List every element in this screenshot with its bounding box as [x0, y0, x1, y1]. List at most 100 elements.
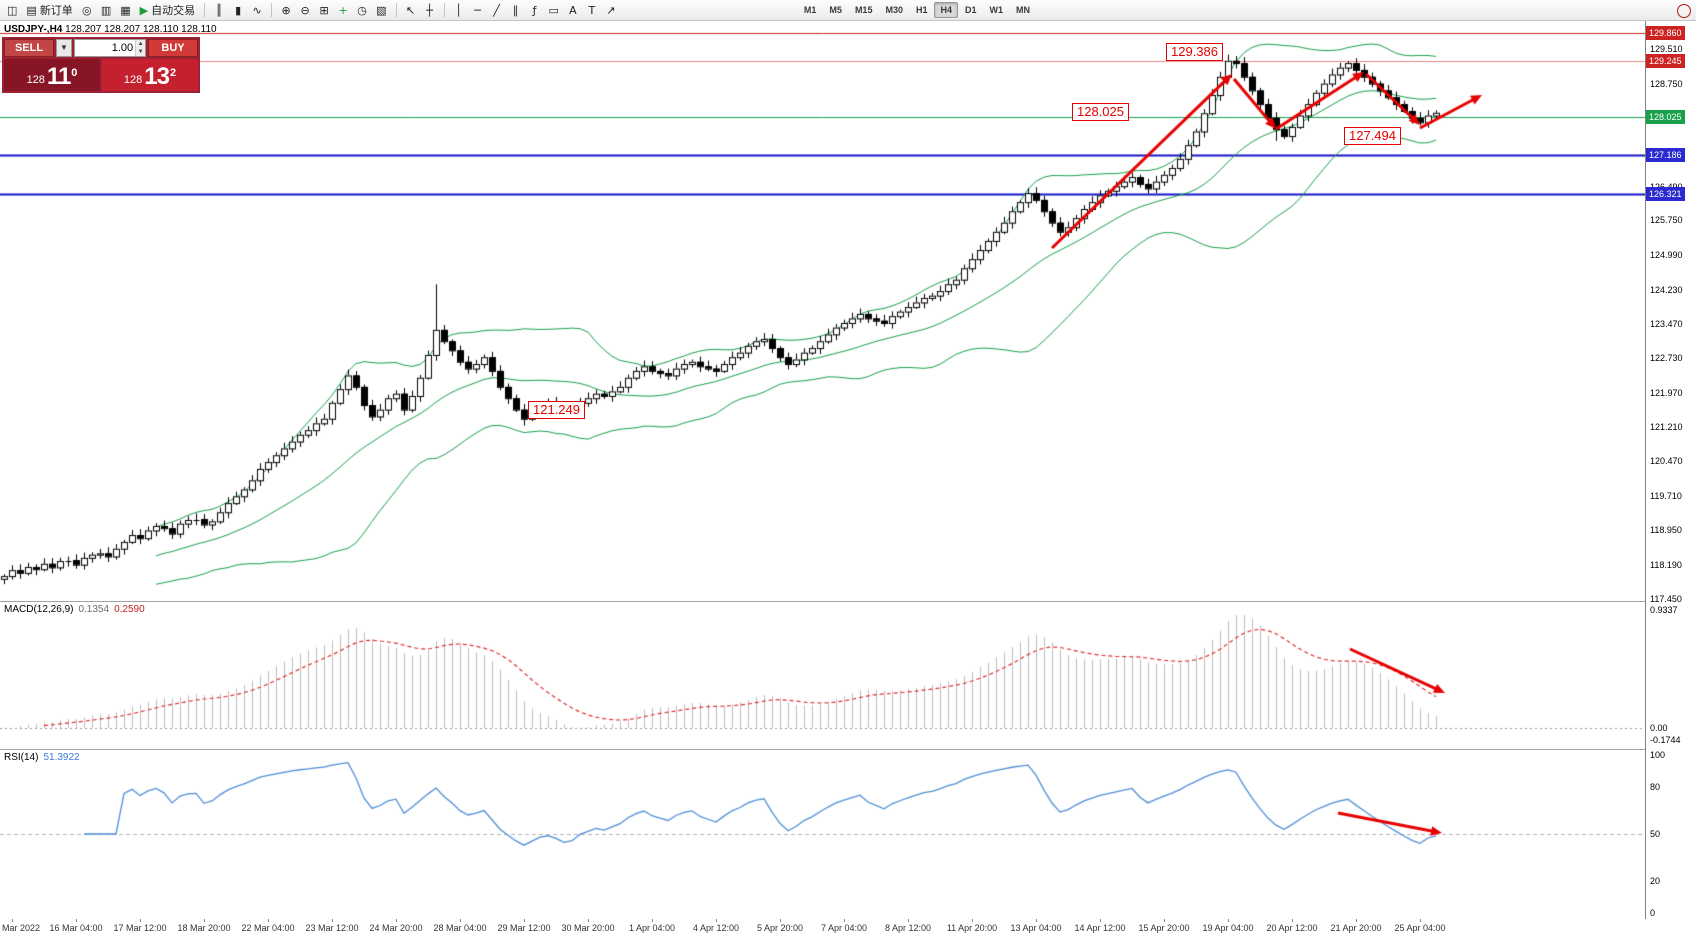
chart-window-icon[interactable]: ◫: [3, 2, 21, 19]
macd-indicator-canvas[interactable]: [0, 601, 1645, 749]
time-label: 28 Mar 04:00: [433, 923, 487, 933]
line-chart-icon[interactable]: ∿: [248, 2, 266, 19]
zoom-in-icon[interactable]: ⊕: [277, 2, 295, 19]
time-axis-tick: [460, 919, 461, 922]
horizontal-line-icon[interactable]: ─: [469, 2, 487, 19]
crosshair-icon[interactable]: ┼: [421, 2, 439, 19]
axis-tick-label: 124.990: [1650, 250, 1683, 261]
candlestick-chart-icon[interactable]: ▮: [229, 2, 247, 19]
arrows-tool-icon: ↗: [606, 3, 616, 17]
time-axis-tick: [1420, 919, 1421, 922]
timeframe-toolbar: M1 M5 M15 M30 H1 H4 D1 W1 MN: [798, 2, 1036, 18]
text-icon: A: [569, 3, 577, 17]
ohlc-values: 128.207 128.207 128.110 128.110: [65, 24, 217, 35]
axis-tick-label: 119.710: [1650, 490, 1682, 501]
equidistant-channel-icon[interactable]: ∥: [507, 2, 525, 19]
time-axis-tick: [204, 919, 205, 922]
cursor-icon: ↖: [405, 3, 416, 17]
vertical-line-icon[interactable]: │: [450, 2, 468, 19]
time-label: 13 Apr 04:00: [1010, 923, 1062, 933]
timeframe-h4[interactable]: H4: [934, 2, 958, 18]
macd-signal-value: 0.2590: [114, 604, 145, 615]
trade-options-dropdown[interactable]: ▼: [56, 39, 72, 57]
timeframe-m15[interactable]: M15: [849, 2, 879, 18]
volume-down-button[interactable]: ▼: [137, 49, 144, 55]
buy-button[interactable]: BUY: [148, 39, 198, 57]
toolbar-buttons: ◫ ▤ 新订单 ◎ ▥ ▦ ▶ 自动交易 ║ ▮ ∿ ⊕ ⊖ ⊞ + ◷ ▧ ↖ ┼ │ ─ ╱ ∥ ƒ ▭ A T ↗: [3, 2, 620, 19]
bid-main-digits: 11: [46, 63, 71, 90]
auto-trading-button[interactable]: ▶ 自动交易: [136, 2, 199, 19]
rsi-indicator-canvas[interactable]: [0, 749, 1645, 919]
templates-icon[interactable]: ▧: [372, 2, 390, 19]
time-label: 21 Apr 20:00: [1330, 923, 1382, 933]
zoom-in-icon: ⊕: [281, 3, 291, 17]
axis-tick-label: 128.750: [1650, 78, 1683, 89]
price-level-badge: 127.186: [1646, 147, 1685, 162]
zoom-out-icon[interactable]: ⊖: [296, 2, 314, 19]
chart-window: USDJPY-,H4 128.207 128.207 128.110 128.1…: [0, 21, 1696, 935]
timeframe-h1[interactable]: H1: [910, 2, 934, 18]
ask-prefix: 128: [123, 74, 143, 86]
time-axis[interactable]: Mar 2022 16 Mar 04:00 17 Mar 12:00 18 Mar 2…: [0, 919, 1696, 935]
profiles-icon[interactable]: ▥: [97, 2, 115, 19]
time-label: Mar 2022: [2, 923, 41, 933]
arrows-tool-icon[interactable]: ↗: [602, 2, 620, 19]
time-label: 11 Apr 20:00: [946, 923, 998, 933]
volume-up-button[interactable]: ▲: [137, 41, 144, 47]
timeframe-w1[interactable]: W1: [984, 2, 1010, 18]
sell-button[interactable]: SELL: [4, 39, 54, 57]
main-chart-canvas[interactable]: [0, 21, 1645, 601]
toolbar-separator: [443, 3, 445, 17]
cursor-icon[interactable]: ↖: [402, 2, 420, 19]
time-axis-tick: [588, 919, 589, 922]
chart-title: USDJPY-,H4 128.207 128.207 128.110 128.1…: [4, 24, 217, 35]
bid-price[interactable]: 128 11 0: [4, 59, 100, 91]
volume-input[interactable]: [75, 40, 136, 56]
new-order-button[interactable]: ▤ 新订单: [22, 2, 76, 19]
tile-windows-icon[interactable]: ⊞: [315, 2, 333, 19]
price-annotation[interactable]: 128.025: [1072, 103, 1129, 121]
time-axis-tick: [396, 919, 397, 922]
indicators-icon: +: [338, 3, 348, 17]
shapes-icon[interactable]: ▭: [545, 2, 563, 19]
text-label-icon[interactable]: T: [583, 2, 601, 19]
fibonacci-icon[interactable]: ƒ: [526, 2, 544, 19]
time-label: 8 Apr 12:00: [884, 923, 932, 933]
macd-label: MACD(12,26,9) 0.1354 0.2590: [4, 604, 145, 615]
time-axis-tick: [1292, 919, 1293, 922]
time-axis-tick: [1164, 919, 1165, 922]
mql-community-icon[interactable]: ◎: [78, 2, 96, 19]
axis-tick-label: 20: [1650, 876, 1661, 887]
bid-pipette: 0: [71, 67, 78, 79]
time-label: 15 Apr 20:00: [1138, 923, 1190, 933]
crosshair-icon: ┼: [426, 3, 433, 17]
status-icon[interactable]: [1677, 4, 1691, 18]
price-annotation[interactable]: 129.386: [1166, 43, 1223, 61]
timeframe-d1[interactable]: D1: [959, 2, 983, 18]
timeframe-m5[interactable]: M5: [823, 2, 848, 18]
axis-tick-label: 50: [1650, 829, 1661, 839]
timeframe-m1[interactable]: M1: [798, 2, 823, 18]
time-axis-tick: [780, 919, 781, 922]
timeframe-m30[interactable]: M30: [879, 2, 909, 18]
toolbar-separator: [271, 3, 273, 17]
timeframe-mn[interactable]: MN: [1010, 2, 1036, 18]
trendline-icon[interactable]: ╱: [488, 2, 506, 19]
indicators-icon[interactable]: +: [334, 2, 352, 19]
vertical-line-icon: │: [455, 3, 462, 17]
market-watch-icon[interactable]: ▦: [116, 2, 134, 19]
price-annotation[interactable]: 121.249: [528, 401, 585, 419]
text-icon[interactable]: A: [564, 2, 582, 19]
price-axis[interactable]: 129.510 128.750 126.490 125.750 124.990 124.2…: [1645, 21, 1696, 919]
periods-icon[interactable]: ◷: [353, 2, 371, 19]
ask-price[interactable]: 128 13 2: [102, 59, 198, 91]
macd-name: MACD(12,26,9): [4, 604, 74, 615]
price-level-badge: 129.245: [1646, 54, 1685, 69]
time-label: 17 Mar 12:00: [113, 923, 167, 933]
price-annotation[interactable]: 127.494: [1344, 127, 1401, 145]
bars-chart-icon[interactable]: ║: [210, 2, 228, 19]
bars-chart-icon: ║: [215, 3, 223, 17]
panel-separator[interactable]: [0, 601, 1696, 602]
panel-separator[interactable]: [0, 749, 1696, 750]
